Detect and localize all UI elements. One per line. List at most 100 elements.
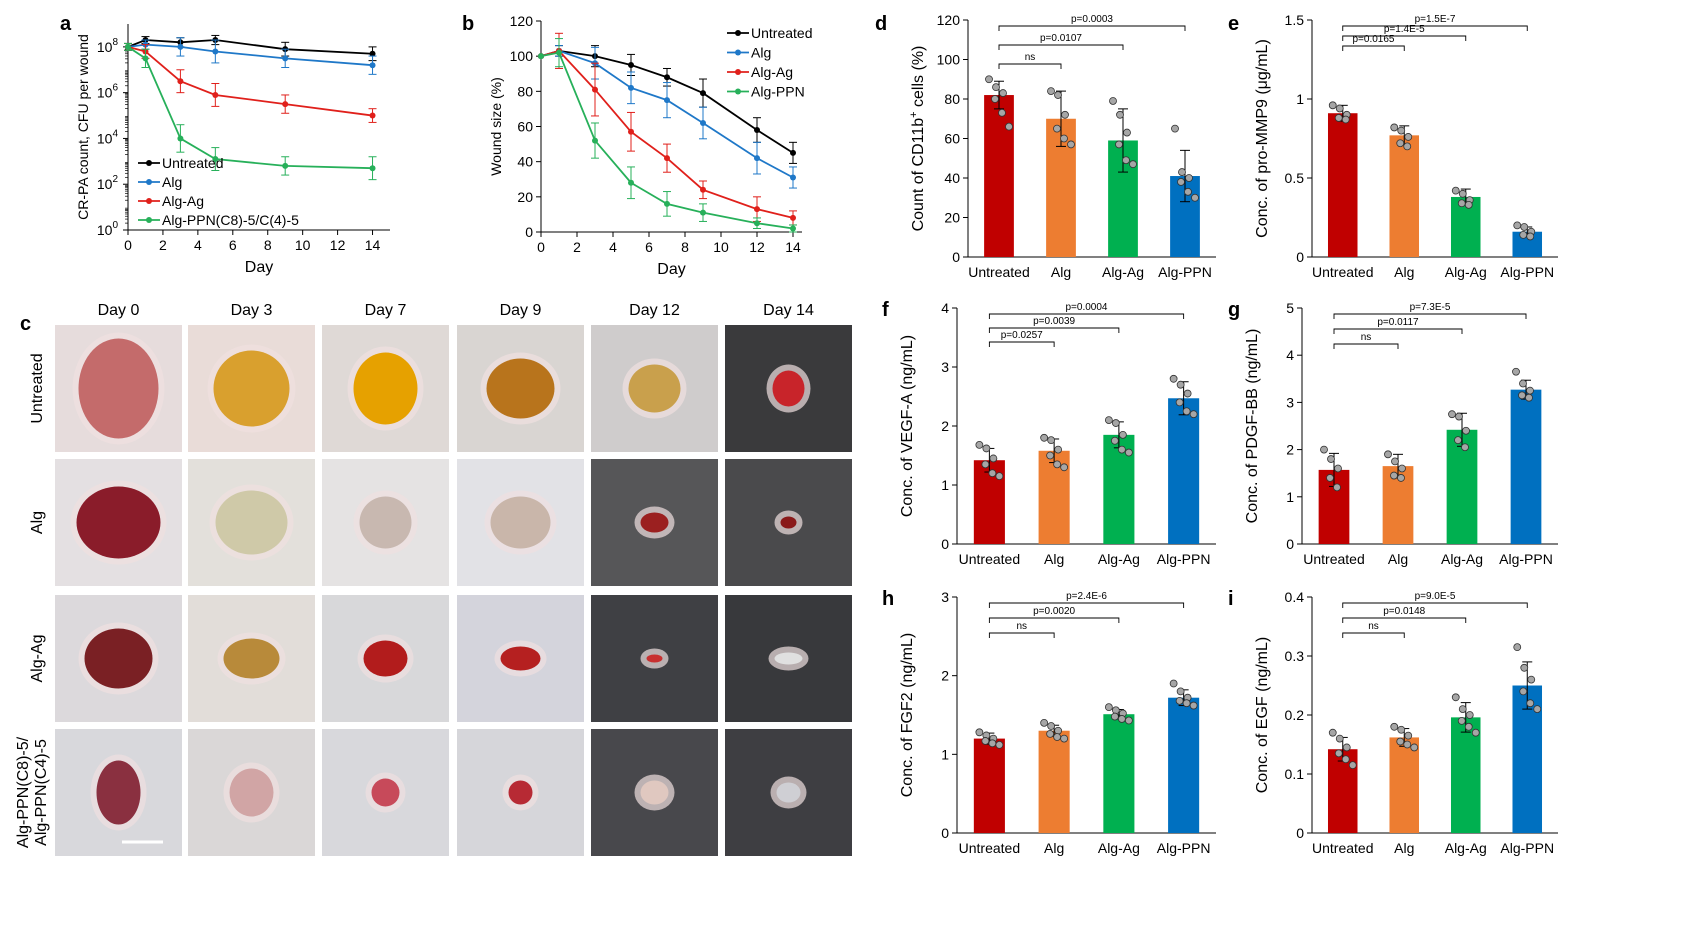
legend-marker	[735, 49, 741, 56]
x-category-label: Alg-Ag	[1098, 551, 1140, 567]
panel-g-bar-chart: 0 1 2 3 4 5 Conc. of PDGF-BB (ng/mL)g Untreated…	[1228, 299, 1558, 567]
x-category-label: Alg-PPN	[1500, 264, 1554, 280]
y-tick-label: 120	[937, 12, 961, 28]
x-tick-label: 4	[609, 239, 617, 255]
replicate-point	[1189, 410, 1198, 419]
wound-photo	[725, 459, 852, 586]
x-category-label: Untreated	[1303, 551, 1364, 567]
panel-d-bar-chart: 0 20 40 60 80 100 120 Count of CD11b+ cells (%)…	[875, 12, 1216, 280]
y-tick-exponent: 8	[112, 37, 118, 48]
replicate-point	[1040, 718, 1049, 727]
replicate-point	[975, 440, 984, 449]
y-tick-base: 10	[97, 176, 113, 192]
panel-label: f	[882, 299, 889, 321]
replicate-point	[1465, 711, 1474, 719]
replicate-point	[1333, 483, 1341, 492]
y-tick-label: 2	[941, 418, 949, 434]
y-axis-title: Wound size (%)	[488, 77, 504, 176]
wound-area	[76, 486, 161, 559]
series-line	[540, 49, 794, 179]
wound-photo	[725, 595, 852, 722]
x-axis-title: Day	[657, 261, 685, 278]
significance-bracket	[988, 327, 1120, 333]
bar	[1389, 737, 1420, 833]
y-tick-label: 0.4	[1285, 589, 1305, 605]
panel-label: d	[875, 13, 887, 35]
wound-area	[359, 496, 412, 549]
replicate-point	[1454, 436, 1462, 445]
y-axis-title-text: Conc. of pro-MMP9 (μg/mL)	[1254, 39, 1271, 238]
replicate-point	[1110, 712, 1119, 721]
wound-area	[780, 516, 797, 529]
y-tick-exponent: 0	[112, 220, 118, 231]
x-category-label: Untreated	[959, 840, 1020, 856]
replicate-point	[1397, 474, 1405, 482]
wound-photo	[322, 325, 449, 452]
x-tick-label: 6	[645, 239, 653, 255]
replicate-point	[1455, 412, 1463, 421]
x-category-label: Alg-PPN	[1158, 264, 1212, 280]
y-tick-label: 100	[97, 220, 119, 238]
wound-photo	[725, 325, 852, 452]
replicate-point	[1403, 142, 1412, 151]
legend-marker	[146, 179, 152, 185]
y-tick-label: 1	[1286, 489, 1294, 505]
series-line	[540, 51, 794, 230]
replicate-point	[1458, 189, 1467, 198]
x-category-label: Untreated	[959, 551, 1020, 567]
replicate-point	[1390, 722, 1399, 731]
y-axis-title-text: Conc. of VEGF-A (ng/mL)	[899, 335, 916, 517]
replicate-point	[1464, 200, 1473, 209]
wound-photo	[457, 459, 584, 586]
legend: Untreated Alg Alg-Ag Alg-PPN	[727, 25, 812, 100]
treatment-row-label: Alg	[29, 511, 46, 534]
y-tick-label: 4	[1286, 347, 1294, 363]
y-tick-label: 100	[937, 52, 961, 68]
replicate-point	[1391, 457, 1399, 466]
replicate-point	[1061, 110, 1069, 119]
replicate-point	[1182, 699, 1191, 708]
wound-area	[628, 364, 681, 413]
y-axis-title: Conc. of EGF (ng/mL)	[1254, 637, 1271, 794]
replicate-point	[1403, 740, 1412, 749]
legend-label: Alg-Ag	[751, 64, 793, 80]
x-tick-label: 10	[295, 237, 311, 253]
wound-photo	[591, 729, 718, 856]
x-category-label: Alg-PPN	[1499, 551, 1553, 567]
replicate-point	[999, 89, 1007, 97]
x-tick-label: 6	[229, 237, 237, 253]
significance-label: p=0.0020	[1033, 606, 1075, 617]
significance-label: p=0.0165	[1353, 34, 1395, 45]
replicate-point	[988, 469, 997, 478]
legend-marker	[146, 160, 152, 166]
panel-label: h	[882, 588, 894, 610]
x-category-label: Alg	[1394, 840, 1414, 856]
wound-photo	[457, 325, 584, 452]
data-point	[282, 55, 289, 62]
wound-photo	[725, 729, 852, 856]
x-category-label: Alg-Ag	[1098, 840, 1140, 856]
panel-label: b	[462, 13, 474, 35]
replicate-point	[1397, 126, 1406, 135]
data-point	[592, 137, 598, 144]
legend-label: Untreated	[162, 155, 223, 171]
bar	[1510, 389, 1542, 544]
significance-label: ns	[1368, 621, 1379, 632]
data-point	[700, 209, 706, 216]
replicate-point	[1178, 168, 1186, 176]
replicate-point	[1117, 445, 1126, 454]
y-tick-label: 20	[517, 189, 533, 205]
y-tick-label: 0	[941, 825, 949, 841]
replicate-point	[989, 454, 998, 463]
replicate-point	[1328, 101, 1337, 110]
wound-photo	[591, 595, 718, 722]
bar	[984, 95, 1014, 257]
wound-area	[776, 782, 801, 803]
replicate-point	[1040, 433, 1049, 442]
replicate-point	[1461, 443, 1469, 452]
y-tick-label: 40	[944, 170, 960, 186]
data-point	[754, 220, 760, 227]
wound-area	[500, 646, 541, 671]
replicate-point	[1176, 687, 1185, 696]
y-tick-label: 1	[941, 477, 949, 493]
